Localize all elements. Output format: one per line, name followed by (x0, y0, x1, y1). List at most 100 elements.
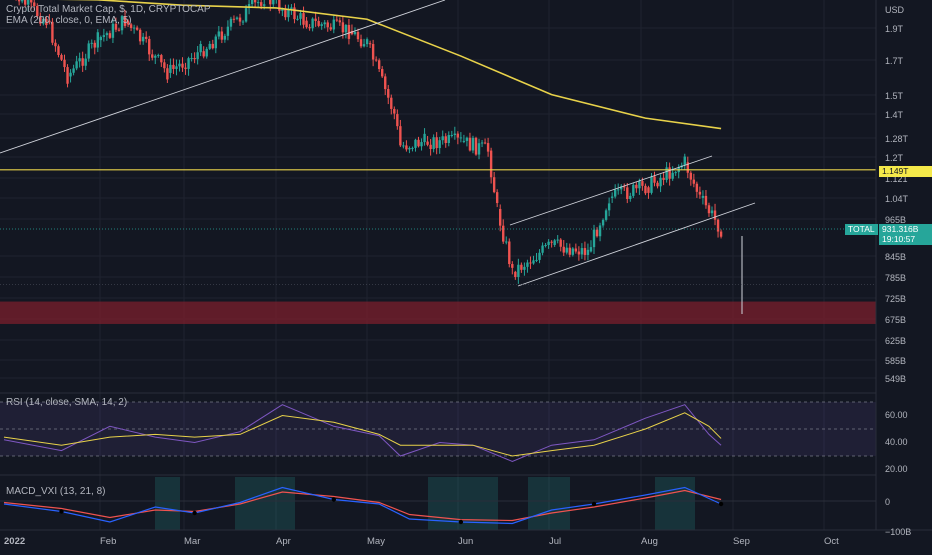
trendline-upper-early[interactable] (0, 0, 446, 154)
hline-price-tag: 1.149T (879, 166, 932, 177)
candle-body (202, 51, 205, 57)
macd-fast-line[interactable] (3, 486, 722, 525)
candle-body (635, 184, 638, 189)
candle-body (589, 247, 593, 252)
candle-body (69, 72, 72, 77)
candle-body (51, 21, 54, 43)
candle-body (157, 55, 160, 57)
candle-body (42, 19, 45, 24)
candle-body (54, 42, 57, 47)
candle-body (217, 31, 221, 37)
candle-body (387, 89, 390, 98)
candle-body (417, 139, 420, 147)
candle-body (205, 48, 208, 57)
channel-top-line[interactable] (509, 155, 713, 226)
candle-body (586, 249, 590, 255)
candle-body (211, 43, 214, 49)
rsi-ma-line[interactable] (3, 412, 722, 457)
candle-body (172, 64, 175, 69)
candle-body (638, 181, 641, 189)
macd-cross-dot (458, 519, 464, 525)
candle-body (671, 172, 674, 179)
candle-body (535, 259, 538, 261)
candle-body (20, 0, 24, 2)
candle-body (33, 2, 36, 6)
candle-body (698, 191, 702, 195)
ema-legend[interactable]: EMA (200, close, 0, EMA, 5) (6, 15, 132, 26)
candle-body (426, 141, 429, 145)
candle-body (692, 179, 696, 184)
candle-body (704, 195, 708, 206)
candle-body (93, 42, 96, 48)
candle-body (459, 137, 463, 139)
candle-body (151, 54, 154, 58)
macd-cross-dot (192, 510, 197, 516)
candle-body (184, 67, 187, 69)
candle-body (414, 139, 417, 148)
price-pane[interactable] (4, 0, 743, 314)
chart-title[interactable]: Crypto Total Market Cap, $, 1D, CRYPTOCA… (6, 4, 211, 15)
time-label: Feb (100, 536, 116, 547)
candle-body (36, 5, 39, 17)
macd-background-zone (655, 477, 695, 530)
support-zone[interactable] (0, 301, 876, 324)
candle-body (141, 36, 145, 42)
rsi-line[interactable] (3, 404, 722, 462)
candle-body (269, 0, 272, 5)
candle-body (123, 16, 127, 26)
candle-body (668, 167, 671, 179)
macd-legend[interactable]: MACD_VXI (13, 21, 8) (6, 486, 106, 497)
candle-body (102, 35, 106, 38)
candle-body (489, 150, 493, 178)
candle-body (17, 0, 21, 2)
candle-body (199, 44, 202, 53)
candle-body (154, 55, 157, 58)
rsi-tick-label: 20.00 (885, 464, 908, 474)
candle-body (338, 20, 342, 23)
candle-body (117, 29, 121, 31)
candle-body (99, 37, 103, 41)
candle-body (607, 203, 611, 211)
rsi-tick-label: 40.00 (885, 437, 908, 447)
candle-body (653, 176, 656, 183)
candle-body (57, 46, 60, 55)
candle-body (502, 225, 505, 242)
candle-body (63, 59, 66, 68)
macd-tick-label: −100B (885, 527, 911, 537)
candle-body (259, 2, 263, 6)
ema200-line[interactable] (4, 0, 722, 130)
drawings-layer[interactable] (0, 0, 876, 287)
rsi-pane[interactable] (0, 401, 876, 462)
candle-body (359, 39, 363, 47)
candle-body (232, 18, 236, 20)
candle-body (60, 54, 63, 60)
time-label: Apr (276, 536, 291, 547)
candle-body (178, 63, 181, 67)
candle-body (538, 252, 541, 260)
candle-body (368, 43, 372, 45)
rsi-legend[interactable]: RSI (14, close, SMA, 14, 2) (6, 397, 128, 408)
candle-body (641, 181, 644, 186)
candle-body (674, 172, 677, 174)
candle-body (601, 219, 605, 226)
macd-pane[interactable] (0, 477, 876, 530)
candle-body (96, 32, 99, 48)
macd-background-zone (155, 477, 180, 530)
candle-body (160, 55, 163, 63)
candle-body (381, 69, 384, 77)
channel-bottom-line[interactable] (517, 202, 756, 287)
candle-body (344, 24, 348, 33)
candle-body (541, 245, 544, 253)
candle-body (132, 27, 136, 29)
candle-body (598, 225, 602, 237)
macd-cross-dot (59, 509, 64, 514)
macd-cross-dot (591, 501, 597, 507)
candle-body (438, 140, 441, 149)
candle-body (716, 219, 720, 232)
candle-body (571, 248, 575, 255)
candle-body (148, 38, 151, 55)
support-zone-layer (0, 301, 876, 324)
candle-body (317, 20, 320, 26)
